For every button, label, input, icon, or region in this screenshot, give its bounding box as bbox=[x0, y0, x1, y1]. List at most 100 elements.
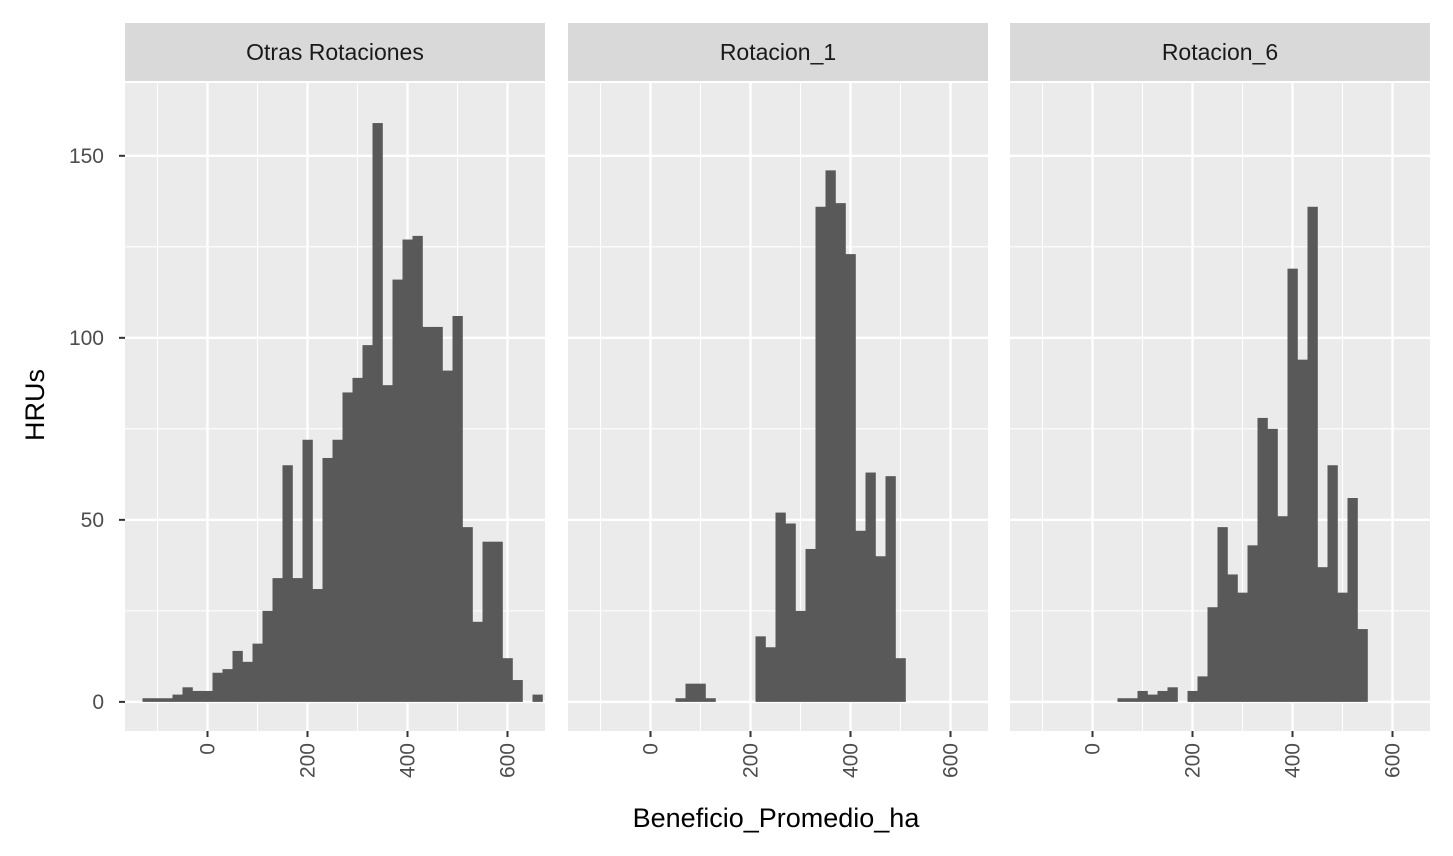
histogram-bar bbox=[242, 661, 253, 702]
histogram-bar bbox=[332, 439, 343, 702]
histogram-bar bbox=[442, 370, 453, 702]
x-tick-label: 400 bbox=[397, 743, 420, 778]
histogram-bar bbox=[855, 530, 866, 702]
histogram-bar bbox=[212, 672, 223, 702]
histogram-bar bbox=[492, 541, 503, 702]
histogram-bar bbox=[1127, 698, 1138, 702]
histogram-bar bbox=[172, 694, 183, 702]
histogram-bar bbox=[1197, 676, 1208, 702]
histogram-bar bbox=[795, 610, 806, 702]
histogram-bar bbox=[322, 457, 333, 702]
histogram-bar bbox=[1337, 592, 1348, 702]
x-tick-label: 0 bbox=[197, 743, 220, 755]
histogram-bar bbox=[1347, 498, 1358, 702]
facet-panel: Rotacion_1 0 200 400 600 bbox=[568, 23, 988, 778]
histogram-bar bbox=[222, 669, 233, 702]
histogram-bar bbox=[875, 556, 886, 702]
panels-layer: Otras Rotaciones 0 200 400 600 Rotacion_1 0 200… bbox=[125, 23, 1430, 778]
facet-strip bbox=[1010, 23, 1430, 81]
histogram-bar bbox=[482, 541, 493, 702]
x-tick-label: 200 bbox=[1182, 743, 1205, 778]
facet-strip bbox=[568, 23, 988, 81]
histogram-bar bbox=[845, 254, 856, 702]
histogram-bar bbox=[1227, 574, 1238, 702]
histogram-bar bbox=[372, 123, 383, 702]
histogram-bar bbox=[192, 690, 203, 702]
histogram-bar bbox=[1217, 527, 1228, 702]
histogram-bar bbox=[1207, 607, 1218, 702]
histogram-bar bbox=[1267, 428, 1278, 702]
histogram-bar bbox=[412, 235, 423, 702]
histogram-bar bbox=[1187, 690, 1198, 702]
histogram-bar bbox=[685, 683, 696, 702]
facet-panel: Rotacion_6 0 200 400 600 bbox=[1010, 23, 1430, 778]
y-tick-label: 50 bbox=[81, 509, 104, 532]
histogram-bar bbox=[705, 698, 716, 702]
x-tick-label: 600 bbox=[940, 743, 963, 778]
histogram-bar bbox=[252, 643, 263, 702]
histogram-bar bbox=[695, 683, 706, 702]
histogram-bar bbox=[272, 578, 283, 702]
y-tick-label: 150 bbox=[69, 145, 104, 168]
x-axis-title: Beneficio_Promedio_ha bbox=[633, 803, 921, 833]
histogram-bar bbox=[362, 345, 373, 702]
histogram-bar bbox=[512, 680, 523, 702]
histogram-bar bbox=[392, 279, 403, 702]
x-tick-label: 0 bbox=[640, 743, 663, 755]
histogram-bar bbox=[825, 170, 836, 702]
histogram-bar bbox=[1307, 206, 1318, 702]
facet-strip bbox=[125, 23, 545, 81]
histogram-bar bbox=[162, 698, 173, 702]
histogram-bar bbox=[865, 472, 876, 702]
histogram-bar bbox=[805, 548, 816, 702]
histogram-bar bbox=[182, 687, 193, 702]
histogram-bar bbox=[432, 326, 443, 702]
histogram-bar bbox=[402, 239, 413, 702]
histogram-bar bbox=[1277, 516, 1288, 702]
histogram-bar bbox=[292, 578, 303, 702]
histogram-bar bbox=[895, 658, 906, 702]
histogram-bar bbox=[1147, 694, 1158, 702]
histogram-bar bbox=[1137, 690, 1148, 702]
histogram-bar bbox=[765, 647, 776, 702]
histogram-bar bbox=[1257, 417, 1268, 702]
histogram-bar bbox=[452, 315, 463, 702]
histogram-bar bbox=[152, 698, 163, 702]
histogram-bar bbox=[675, 698, 686, 702]
histogram-bar bbox=[232, 650, 243, 702]
histogram-bar bbox=[1157, 690, 1168, 702]
histogram-bar bbox=[262, 610, 273, 702]
histogram-bar bbox=[835, 203, 846, 702]
y-tick-label: 100 bbox=[69, 327, 104, 350]
histogram-bar bbox=[312, 589, 323, 702]
x-tick-label: 200 bbox=[297, 743, 320, 778]
histogram-bar bbox=[885, 476, 896, 702]
histogram-bar bbox=[785, 523, 796, 702]
histogram-bar bbox=[815, 206, 826, 702]
histogram-bar bbox=[462, 527, 473, 702]
histogram-bar bbox=[1117, 698, 1128, 702]
histogram-bar bbox=[142, 698, 153, 702]
histogram-bar bbox=[342, 392, 353, 702]
histogram-bar bbox=[302, 439, 313, 702]
x-tick-label: 400 bbox=[1282, 743, 1305, 778]
histogram-bar bbox=[775, 512, 786, 702]
histogram-bar bbox=[1357, 629, 1368, 702]
x-tick-label: 200 bbox=[740, 743, 763, 778]
histogram-bar bbox=[352, 377, 363, 702]
x-tick-label: 600 bbox=[497, 743, 520, 778]
histogram-bar bbox=[472, 621, 483, 702]
x-tick-label: 400 bbox=[840, 743, 863, 778]
x-tick-label: 600 bbox=[1382, 743, 1405, 778]
histogram-bar bbox=[202, 690, 213, 702]
histogram-bar bbox=[1287, 268, 1298, 702]
y-tick-label: 0 bbox=[92, 691, 104, 714]
histogram-bar bbox=[502, 658, 513, 702]
histogram-bar bbox=[1167, 687, 1178, 702]
histogram-bar bbox=[382, 385, 393, 702]
histogram-bar bbox=[532, 694, 543, 702]
histogram-bar bbox=[1327, 465, 1338, 702]
histogram-bar bbox=[422, 326, 433, 702]
facet-title: Otras Rotaciones bbox=[246, 39, 424, 65]
